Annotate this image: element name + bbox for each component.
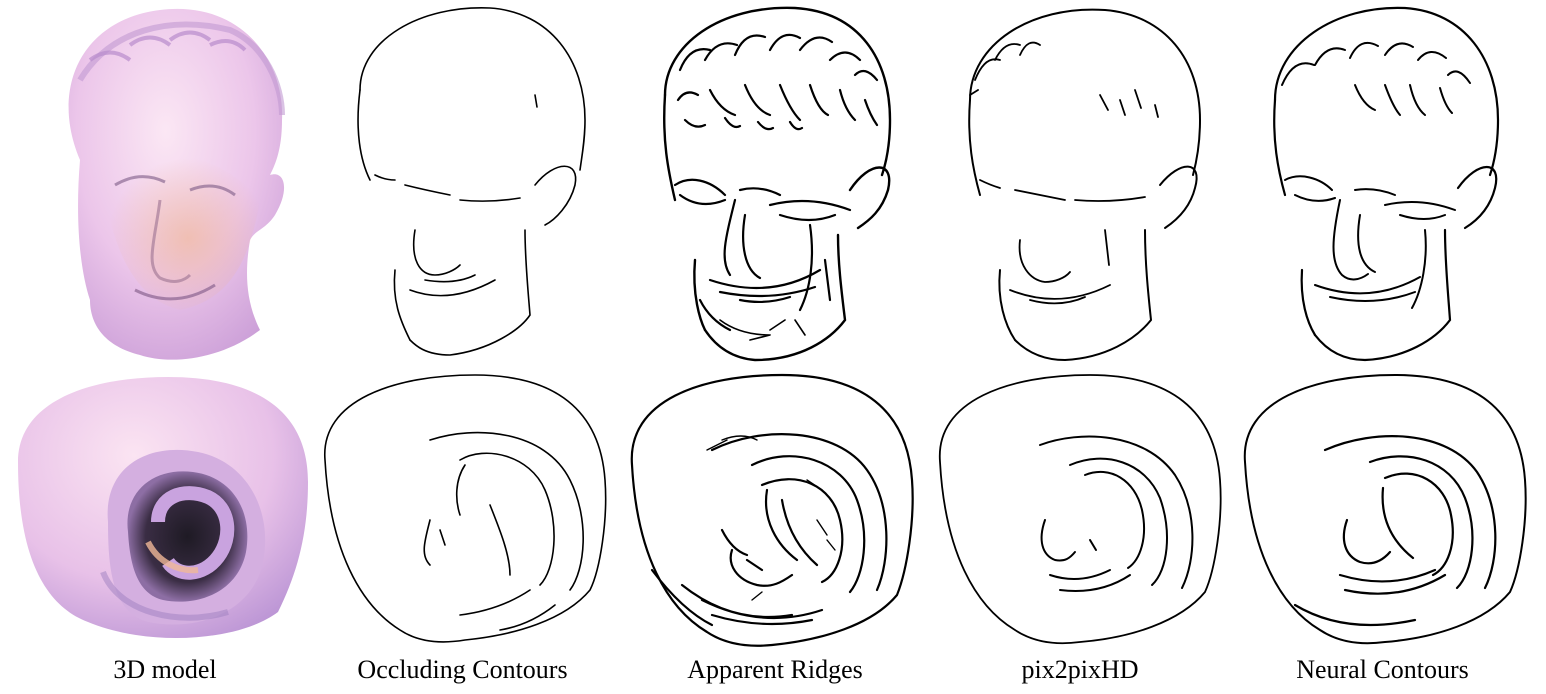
ear-pix2pixhd-panel [930, 370, 1225, 655]
ear-neural-contours-panel [1235, 370, 1530, 655]
bust-3d-model-panel [20, 0, 310, 370]
ear-model-icon [1243, 373, 1527, 645]
caption-pix2pixhd: pix2pixHD [1021, 655, 1139, 684]
ear-occluding-contours-panel [315, 370, 610, 655]
ear-3d-model-panel [8, 372, 313, 647]
ear-model-icon [939, 374, 1222, 645]
caption-apparent-ridges: Apparent Ridges [687, 655, 863, 684]
caption-3d-model: 3D model [113, 655, 217, 684]
bust-head-icon [968, 8, 1202, 362]
bust-pix2pixhd-panel [955, 0, 1215, 370]
bust-head-icon [68, 8, 285, 360]
bust-occluding-contours-panel [330, 0, 600, 370]
ear-model-icon [18, 377, 308, 639]
bust-head-icon [357, 7, 586, 356]
bust-apparent-ridges-panel [650, 0, 900, 370]
bust-neural-contours-panel [1260, 0, 1510, 370]
ear-model-icon [324, 374, 607, 643]
caption-occluding-contours: Occluding Contours [357, 655, 568, 684]
ear-apparent-ridges-panel [622, 370, 917, 655]
ear-model-icon [630, 373, 914, 647]
bust-head-icon [1273, 6, 1500, 362]
caption-neural-contours: Neural Contours [1296, 655, 1469, 684]
bust-head-icon [663, 6, 892, 362]
